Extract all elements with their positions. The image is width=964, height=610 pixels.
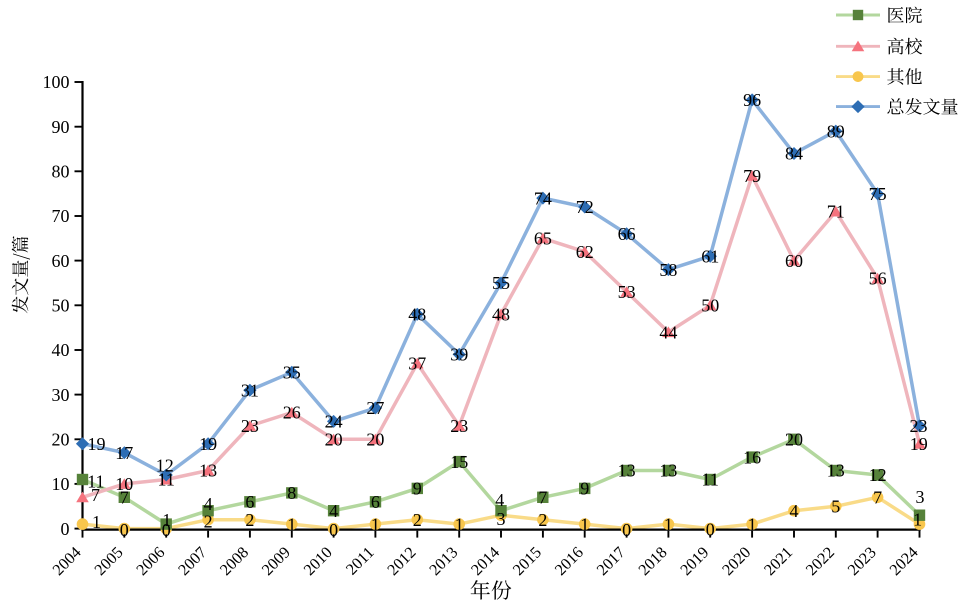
svg-text:35: 35	[283, 363, 301, 383]
svg-text:0: 0	[120, 520, 129, 540]
svg-text:66: 66	[618, 224, 636, 244]
svg-text:7: 7	[873, 488, 882, 508]
svg-text:26: 26	[283, 403, 301, 423]
svg-text:4: 4	[329, 501, 338, 521]
svg-text:53: 53	[618, 282, 636, 302]
svg-text:1: 1	[371, 514, 380, 534]
svg-text:60: 60	[785, 251, 803, 271]
svg-text:61: 61	[701, 246, 719, 266]
svg-text:11: 11	[158, 470, 175, 490]
svg-text:9: 9	[580, 479, 589, 499]
svg-text:20: 20	[366, 430, 384, 450]
svg-text:13: 13	[618, 461, 636, 481]
svg-text:11: 11	[702, 470, 719, 490]
svg-text:72: 72	[576, 197, 594, 217]
svg-text:2: 2	[413, 510, 422, 530]
svg-text:19: 19	[910, 434, 928, 454]
svg-text:30: 30	[52, 385, 70, 405]
svg-text:1: 1	[92, 512, 101, 532]
svg-text:20: 20	[785, 430, 803, 450]
svg-text:23: 23	[450, 416, 468, 436]
svg-text:50: 50	[701, 296, 719, 316]
svg-text:62: 62	[576, 242, 594, 262]
svg-text:7: 7	[538, 488, 547, 508]
svg-text:0: 0	[622, 520, 631, 540]
svg-text:56: 56	[869, 269, 887, 289]
svg-text:0: 0	[61, 519, 70, 539]
svg-text:89: 89	[827, 121, 845, 141]
svg-text:75: 75	[869, 184, 887, 204]
svg-text:0: 0	[329, 520, 338, 540]
svg-text:3: 3	[497, 509, 506, 529]
svg-text:19: 19	[88, 434, 106, 454]
svg-text:39: 39	[450, 345, 468, 365]
svg-text:1: 1	[664, 514, 673, 534]
svg-text:71: 71	[827, 202, 845, 222]
svg-text:80: 80	[52, 162, 70, 182]
svg-text:1: 1	[287, 514, 296, 534]
svg-text:4: 4	[790, 501, 799, 521]
svg-text:6: 6	[245, 492, 254, 512]
svg-text:23: 23	[910, 416, 928, 436]
svg-text:50: 50	[52, 296, 70, 316]
svg-text:24: 24	[325, 412, 343, 432]
svg-text:96: 96	[743, 90, 761, 110]
svg-text:31: 31	[241, 380, 259, 400]
svg-text:1: 1	[580, 514, 589, 534]
svg-text:0: 0	[162, 520, 171, 540]
svg-text:55: 55	[492, 273, 510, 293]
svg-text:48: 48	[492, 304, 510, 324]
svg-text:3: 3	[916, 487, 925, 507]
svg-text:1: 1	[748, 514, 757, 534]
svg-text:7: 7	[91, 485, 100, 505]
svg-text:2: 2	[538, 510, 547, 530]
svg-text:48: 48	[408, 304, 426, 324]
svg-text:27: 27	[366, 398, 384, 418]
svg-text:74: 74	[534, 188, 552, 208]
svg-text:13: 13	[659, 461, 677, 481]
svg-text:1: 1	[162, 510, 171, 530]
svg-text:20: 20	[52, 430, 70, 450]
svg-text:0: 0	[706, 519, 715, 539]
svg-text:44: 44	[659, 322, 677, 342]
svg-text:2: 2	[204, 511, 213, 531]
svg-text:7: 7	[120, 488, 129, 508]
svg-text:100: 100	[43, 72, 70, 92]
svg-text:2: 2	[245, 510, 254, 530]
svg-text:84: 84	[785, 144, 803, 164]
svg-text:13: 13	[827, 461, 845, 481]
svg-text:5: 5	[831, 497, 840, 517]
svg-text:65: 65	[534, 229, 552, 249]
svg-text:15: 15	[450, 452, 468, 472]
svg-text:4: 4	[204, 494, 213, 514]
svg-text:8: 8	[287, 483, 296, 503]
svg-text:12: 12	[156, 455, 174, 475]
svg-text:11: 11	[87, 472, 104, 492]
svg-text:90: 90	[52, 117, 70, 137]
svg-text:37: 37	[408, 354, 426, 374]
svg-text:17: 17	[115, 443, 133, 463]
svg-text:70: 70	[52, 206, 70, 226]
svg-text:10: 10	[52, 474, 70, 494]
svg-text:40: 40	[52, 340, 70, 360]
svg-text:1: 1	[913, 510, 922, 530]
svg-text:79: 79	[743, 166, 761, 186]
svg-text:9: 9	[413, 479, 422, 499]
svg-text:1: 1	[455, 514, 464, 534]
svg-text:19: 19	[199, 434, 217, 454]
svg-text:58: 58	[659, 260, 677, 280]
svg-text:12: 12	[869, 465, 887, 485]
svg-text:60: 60	[52, 251, 70, 271]
svg-text:20: 20	[325, 430, 343, 450]
svg-text:6: 6	[371, 492, 380, 512]
svg-text:10: 10	[115, 474, 133, 494]
svg-text:13: 13	[199, 461, 217, 481]
svg-text:23: 23	[241, 416, 259, 436]
svg-text:16: 16	[743, 447, 761, 467]
svg-text:4: 4	[495, 490, 504, 510]
